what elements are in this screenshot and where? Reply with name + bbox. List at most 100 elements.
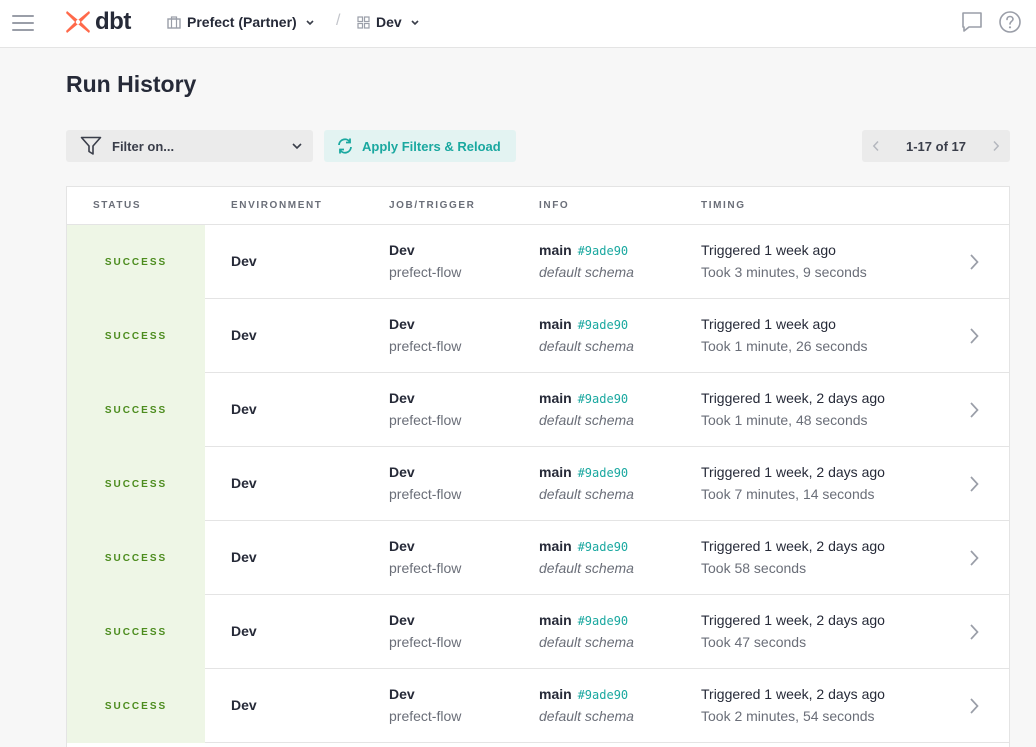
table-row[interactable]: SUCCESS Dev Dev prefect-flow main #9ade90 def…: [67, 521, 1009, 595]
hamburger-menu-icon[interactable]: [12, 12, 34, 32]
account-switcher[interactable]: Prefect (Partner): [167, 0, 315, 44]
run-duration: Took 3 minutes, 9 seconds: [701, 264, 867, 280]
run-duration: Took 2 minutes, 54 seconds: [701, 708, 875, 724]
run-history-table: STATUS ENVIRONMENT JOB/TRIGGER INFO TIMI…: [66, 186, 1010, 747]
dbt-logo-icon: [66, 11, 90, 33]
help-circle-icon[interactable]: [998, 10, 1022, 34]
commit-sha-link[interactable]: #9ade90: [577, 540, 629, 554]
refresh-icon: [338, 138, 352, 154]
page-title: Run History: [66, 71, 197, 97]
chevron-right-icon[interactable]: [967, 548, 981, 568]
chevron-right-icon[interactable]: [967, 326, 981, 346]
commit-sha-link[interactable]: #9ade90: [577, 392, 629, 406]
status-badge: SUCCESS: [104, 256, 168, 268]
status-badge: SUCCESS: [104, 552, 168, 564]
schema-name: default schema: [539, 264, 634, 280]
account-name: Prefect (Partner): [187, 14, 297, 30]
job-name: Dev: [389, 612, 415, 628]
grid-icon: [357, 15, 370, 29]
filter-placeholder: Filter on...: [112, 138, 175, 154]
pagination-count: 1-17 of 17: [906, 138, 966, 154]
job-trigger: prefect-flow: [389, 560, 462, 576]
schema-name: default schema: [539, 486, 634, 502]
table-header: STATUS ENVIRONMENT JOB/TRIGGER INFO TIMI…: [67, 187, 1009, 225]
table-row[interactable]: SUCCESS Dev Dev prefect-flow main #9ade90 def…: [67, 225, 1009, 299]
chevron-right-icon[interactable]: [967, 474, 981, 494]
job-name: Dev: [389, 686, 415, 702]
run-duration: Took 1 minute, 26 seconds: [701, 338, 868, 354]
table-row[interactable]: SUCCESS Dev Dev prefect-flow main #9ade90 def…: [67, 373, 1009, 447]
status-badge: SUCCESS: [104, 330, 168, 342]
job-name: Dev: [389, 316, 415, 332]
chevron-down-icon: [292, 143, 302, 150]
funnel-icon: [80, 136, 102, 155]
schema-name: default schema: [539, 412, 634, 428]
commit-sha-link[interactable]: #9ade90: [577, 614, 629, 628]
job-trigger: prefect-flow: [389, 264, 462, 280]
status-cell: SUCCESS: [67, 521, 205, 595]
dbt-logo[interactable]: dbt: [64, 9, 131, 35]
table-row[interactable]: SUCCESS Dev Dev prefect-flow main #9ade90 def…: [67, 595, 1009, 669]
status-cell: SUCCESS: [67, 299, 205, 373]
status-cell: SUCCESS: [67, 669, 205, 743]
branch-name: main: [539, 316, 572, 332]
project-switcher[interactable]: Dev: [357, 0, 420, 44]
git-branch: main #9ade90: [539, 390, 628, 406]
chat-bubble-icon[interactable]: [960, 10, 984, 34]
run-duration: Took 58 seconds: [701, 560, 807, 576]
branch-name: main: [539, 390, 572, 406]
schema-name: default schema: [539, 338, 634, 354]
table-row[interactable]: SUCCESS Dev Dev prefect-flow main #9ade90 def…: [67, 669, 1009, 743]
schema-name: default schema: [539, 634, 634, 650]
status-cell: SUCCESS: [67, 447, 205, 521]
run-duration: Took 7 minutes, 14 seconds: [701, 486, 875, 502]
status-cell: SUCCESS: [67, 373, 205, 447]
chevron-right-icon[interactable]: [967, 252, 981, 272]
schema-name: default schema: [539, 560, 634, 576]
filter-dropdown[interactable]: Filter on...: [66, 130, 313, 162]
building-icon: [167, 15, 181, 29]
git-branch: main #9ade90: [539, 538, 628, 554]
table-row[interactable]: SUCCESS Dev Dev prefect-flow main #9ade90 def…: [67, 447, 1009, 521]
chevron-right-icon[interactable]: [967, 696, 981, 716]
status-badge: SUCCESS: [104, 478, 168, 490]
triggered-time: Triggered 1 week, 2 days ago: [701, 612, 885, 628]
chevron-down-icon: [411, 19, 419, 25]
previous-page-button[interactable]: [862, 130, 890, 162]
job-trigger: prefect-flow: [389, 412, 462, 428]
schema-name: default schema: [539, 708, 634, 724]
top-navigation-bar: dbt Prefect (Partner) / Dev: [0, 0, 1036, 48]
triggered-time: Triggered 1 week ago: [701, 316, 836, 332]
commit-sha-link[interactable]: #9ade90: [577, 244, 629, 258]
environment-name: Dev: [231, 327, 257, 343]
git-branch: main #9ade90: [539, 242, 628, 258]
table-row[interactable]: SUCCESS Dev Dev prefect-flow main #9ade90 def…: [67, 299, 1009, 373]
apply-filters-label: Apply Filters & Reload: [362, 138, 501, 154]
run-duration: Took 1 minute, 48 seconds: [701, 412, 868, 428]
column-header-info: INFO: [539, 200, 570, 211]
git-branch: main #9ade90: [539, 464, 628, 480]
chevron-right-icon[interactable]: [967, 622, 981, 642]
job-name: Dev: [389, 242, 415, 258]
next-page-button[interactable]: [982, 130, 1010, 162]
logo-text: dbt: [95, 8, 131, 35]
status-badge: SUCCESS: [104, 626, 168, 638]
job-trigger: prefect-flow: [389, 486, 462, 502]
environment-name: Dev: [231, 401, 257, 417]
commit-sha-link[interactable]: #9ade90: [577, 466, 629, 480]
chevron-left-icon: [872, 140, 879, 152]
triggered-time: Triggered 1 week, 2 days ago: [701, 538, 885, 554]
job-trigger: prefect-flow: [389, 634, 462, 650]
branch-name: main: [539, 242, 572, 258]
commit-sha-link[interactable]: #9ade90: [577, 688, 629, 702]
branch-name: main: [539, 612, 572, 628]
chevron-right-icon[interactable]: [967, 400, 981, 420]
job-trigger: prefect-flow: [389, 708, 462, 724]
environment-name: Dev: [231, 253, 257, 269]
commit-sha-link[interactable]: #9ade90: [577, 318, 629, 332]
status-badge: SUCCESS: [104, 404, 168, 416]
pagination: 1-17 of 17: [862, 130, 1010, 162]
column-header-status: STATUS: [93, 200, 142, 211]
status-badge: SUCCESS: [104, 700, 168, 712]
apply-filters-button[interactable]: Apply Filters & Reload: [324, 130, 516, 162]
